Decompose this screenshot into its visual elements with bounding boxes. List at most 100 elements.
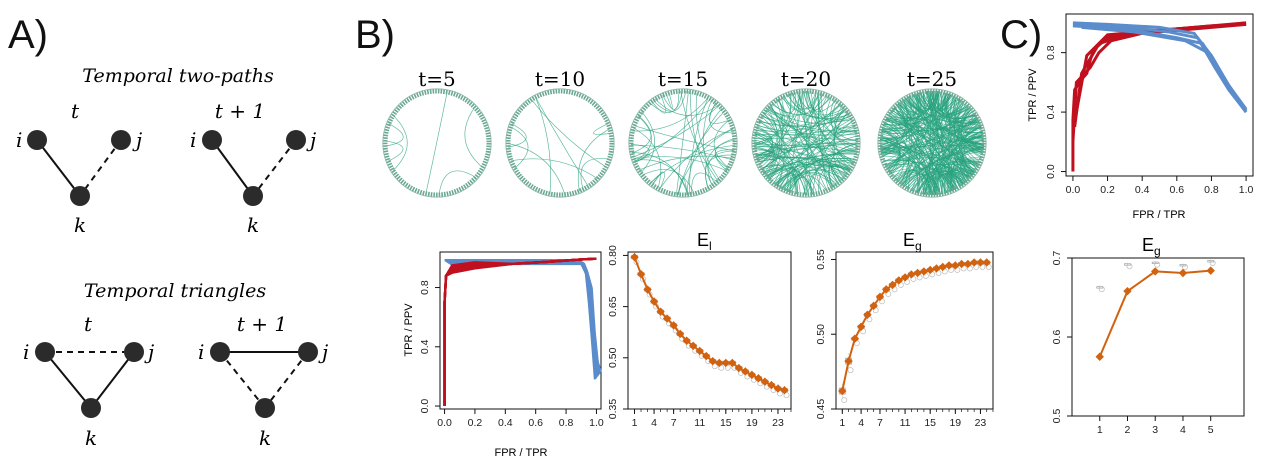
network-edge bbox=[817, 92, 858, 149]
roc-b-ylabel: TPR / PPV bbox=[403, 303, 415, 357]
series-point bbox=[780, 386, 789, 395]
network-edge bbox=[834, 105, 857, 132]
roc-blue-curve bbox=[1072, 22, 1248, 114]
roc-blue-curve bbox=[446, 260, 599, 377]
network-edge bbox=[885, 99, 909, 124]
network-edge bbox=[425, 91, 448, 194]
network-edge bbox=[805, 90, 837, 112]
network-edge bbox=[759, 114, 776, 127]
roc-red-curve bbox=[443, 257, 597, 407]
eg-plot-b: Eg 0.45 0.50 0.55 1 4 7 11 15 19 23 bbox=[815, 230, 994, 429]
series-line bbox=[633, 256, 785, 392]
series-point bbox=[656, 307, 665, 316]
outlier-point bbox=[1126, 263, 1133, 270]
node-k bbox=[70, 186, 90, 206]
series-point bbox=[643, 285, 652, 294]
y-tick-label: 0.6 bbox=[1051, 330, 1063, 345]
network-edge bbox=[631, 144, 733, 161]
network-edge bbox=[772, 173, 801, 195]
roc-blue-curve bbox=[446, 260, 598, 378]
eg-c-title: Eg bbox=[1142, 235, 1161, 258]
network-edge bbox=[758, 108, 778, 165]
snapshot-title: t=15 bbox=[658, 67, 708, 91]
x-tick-label: 4 bbox=[858, 417, 864, 429]
series-point bbox=[747, 370, 757, 380]
network-circle bbox=[505, 88, 615, 198]
network-edge bbox=[680, 90, 719, 182]
triangles-time-right: t + 1 bbox=[237, 312, 287, 336]
network-edge bbox=[753, 132, 772, 145]
series-point bbox=[969, 258, 979, 267]
network-edge bbox=[765, 152, 857, 177]
network-edge bbox=[705, 154, 734, 189]
network-edge bbox=[535, 96, 589, 187]
y-tick-label: 0.0 bbox=[419, 399, 431, 414]
network-edge bbox=[949, 171, 968, 191]
network-edge bbox=[766, 169, 791, 193]
panel-a: A) Temporal two-paths t t + 1 i j k i j … bbox=[8, 13, 328, 450]
network-edge bbox=[891, 109, 984, 153]
network-edge bbox=[900, 100, 952, 192]
network-edge bbox=[911, 160, 981, 192]
network-edge bbox=[818, 93, 832, 189]
roc-red-curve bbox=[443, 257, 597, 407]
snapshot-title: t=10 bbox=[535, 67, 585, 91]
node-j bbox=[124, 342, 144, 362]
snapshot-title: t=5 bbox=[418, 67, 456, 91]
eg-plot-c: Eg 0.5 0.6 0.7 1 2 3 4 5 bbox=[1051, 235, 1245, 436]
network-edge bbox=[901, 107, 971, 186]
network-edge bbox=[879, 101, 965, 142]
outlier-point bbox=[1182, 264, 1188, 270]
series-point bbox=[882, 285, 891, 294]
snapshot-title: t=25 bbox=[907, 67, 957, 91]
network-edge bbox=[703, 99, 716, 185]
network-snapshots: t=5 t=10 t=15 t=20 t=25 bbox=[382, 67, 987, 198]
network-edge bbox=[753, 143, 847, 176]
network-edge bbox=[954, 167, 973, 187]
network-edge bbox=[886, 146, 984, 169]
y-tick-label: 0.4 bbox=[419, 339, 431, 354]
outlier-point bbox=[1154, 261, 1161, 268]
series-point bbox=[773, 384, 783, 393]
series-point bbox=[702, 351, 711, 361]
roc-blue-curve bbox=[445, 259, 597, 379]
network-circle bbox=[877, 88, 987, 198]
node-j bbox=[298, 342, 318, 362]
network-edge bbox=[507, 143, 566, 195]
series-point bbox=[856, 322, 866, 331]
network-edge bbox=[792, 92, 842, 182]
x-tick-label: 19 bbox=[949, 417, 961, 429]
network-edge bbox=[803, 160, 855, 196]
network-edge bbox=[881, 130, 902, 173]
network-circle bbox=[382, 88, 492, 198]
x-tick-label: 23 bbox=[772, 417, 784, 429]
x-tick-label: 7 bbox=[671, 417, 677, 429]
network-edge bbox=[754, 139, 775, 174]
network-edge bbox=[887, 115, 980, 165]
node-i bbox=[210, 342, 230, 362]
network-edge bbox=[918, 173, 962, 194]
outlier-point bbox=[724, 364, 731, 371]
network-edge bbox=[895, 105, 977, 172]
panel-c-label: C) bbox=[1000, 13, 1042, 57]
network-edge bbox=[535, 97, 552, 195]
network-edge bbox=[761, 104, 842, 170]
network-edge bbox=[932, 90, 966, 184]
series-line bbox=[1098, 269, 1211, 358]
network-edge bbox=[798, 91, 822, 193]
x-tick-label: 7 bbox=[877, 417, 883, 429]
network-edge bbox=[901, 100, 984, 139]
series-point bbox=[688, 341, 698, 351]
node-label-i: i bbox=[190, 128, 196, 152]
network-edge bbox=[885, 118, 952, 192]
network-edge bbox=[755, 154, 806, 196]
network-edge bbox=[786, 94, 850, 120]
node-ring-outline bbox=[382, 88, 492, 198]
network-edge bbox=[928, 172, 966, 196]
series-point bbox=[976, 258, 985, 267]
network-edge bbox=[464, 106, 484, 168]
network-edge bbox=[384, 140, 404, 162]
network-edge bbox=[758, 93, 792, 166]
el-title: El bbox=[697, 230, 712, 253]
y-tick-label: 0.80 bbox=[607, 245, 619, 266]
